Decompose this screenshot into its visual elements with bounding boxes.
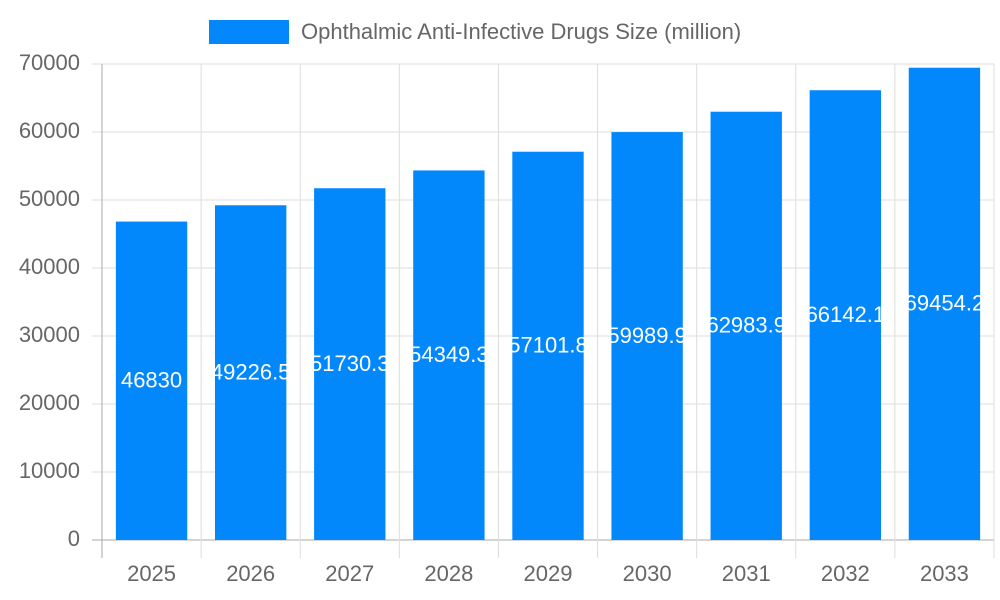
bar bbox=[314, 188, 386, 541]
value-label: 49226.5 bbox=[211, 359, 291, 384]
x-tick-label: 2031 bbox=[722, 561, 771, 586]
value-label: 66142.1 bbox=[806, 302, 886, 327]
bar bbox=[611, 132, 683, 541]
y-tick-label: 40000 bbox=[19, 254, 80, 279]
bar bbox=[214, 205, 287, 540]
value-label: 62983.9 bbox=[706, 313, 786, 338]
bar bbox=[512, 151, 584, 540]
y-tick-label: 60000 bbox=[19, 118, 80, 143]
x-tick-label: 2033 bbox=[920, 561, 969, 586]
x-tick-label: 2026 bbox=[226, 561, 275, 586]
value-label: 57101.8 bbox=[508, 333, 588, 358]
bar bbox=[413, 170, 485, 541]
legend-swatch bbox=[209, 20, 289, 44]
y-tick-label: 70000 bbox=[19, 50, 80, 75]
legend-label: Ophthalmic Anti-Infective Drugs Size (mi… bbox=[301, 19, 741, 44]
x-tick-label: 2029 bbox=[524, 561, 573, 586]
value-label: 46830 bbox=[121, 368, 182, 393]
y-tick-label: 30000 bbox=[19, 322, 80, 347]
y-tick-label: 0 bbox=[68, 526, 80, 551]
x-tick-label: 2028 bbox=[424, 561, 473, 586]
x-tick-label: 2025 bbox=[127, 561, 176, 586]
value-label: 51730.3 bbox=[310, 351, 390, 376]
x-tick-label: 2030 bbox=[623, 561, 672, 586]
y-tick-label: 10000 bbox=[19, 458, 80, 483]
bar bbox=[710, 111, 782, 541]
x-tick-label: 2032 bbox=[821, 561, 870, 586]
bar bbox=[908, 67, 981, 541]
value-label: 54349.3 bbox=[409, 342, 489, 367]
bar bbox=[809, 90, 882, 541]
bar bbox=[115, 221, 188, 540]
y-tick-label: 50000 bbox=[19, 186, 80, 211]
y-tick-label: 20000 bbox=[19, 390, 80, 415]
value-label: 59989.9 bbox=[607, 323, 687, 348]
value-label: 69454.2 bbox=[905, 291, 985, 316]
x-tick-label: 2027 bbox=[325, 561, 374, 586]
